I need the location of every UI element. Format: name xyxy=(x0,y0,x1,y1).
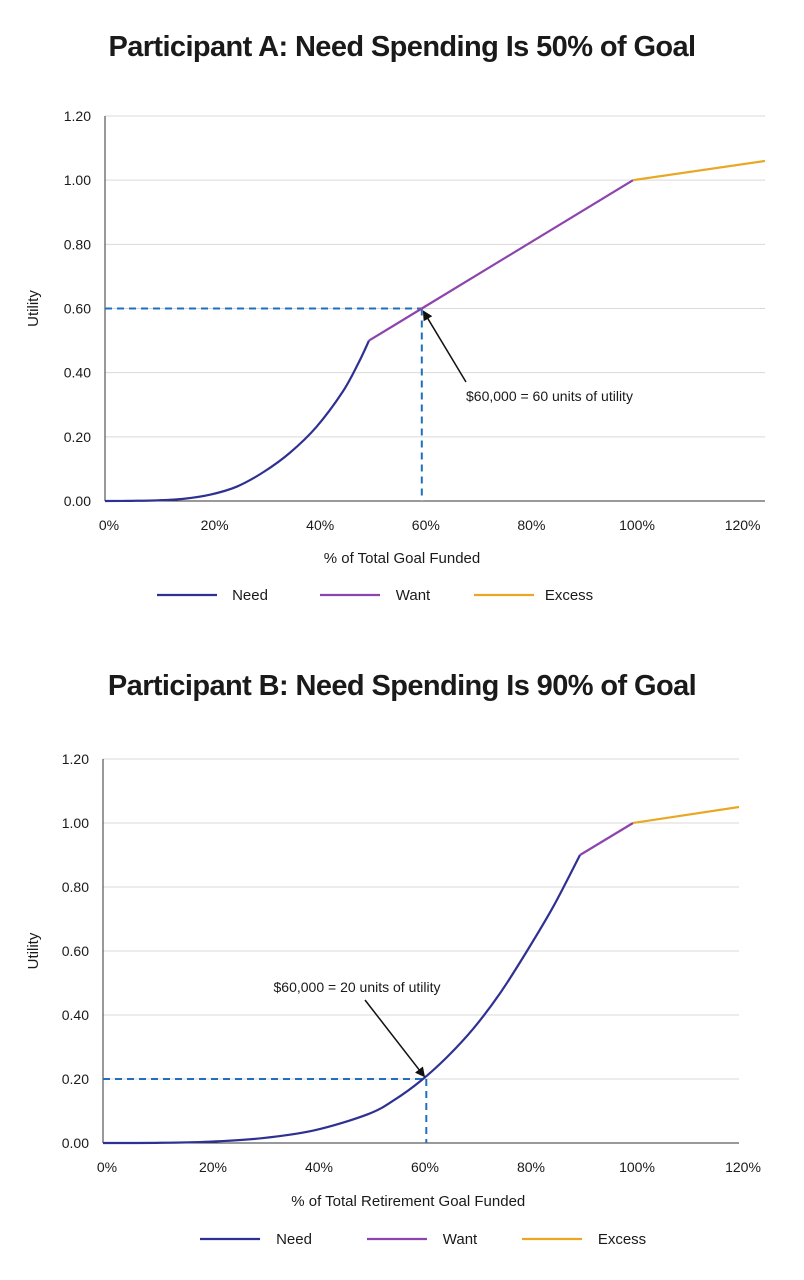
x-tick-label: 20% xyxy=(201,517,229,533)
x-axis-label: % of Total Retirement Goal Funded xyxy=(291,1193,525,1210)
y-tick-label: 0.20 xyxy=(62,1071,89,1087)
y-tick-label: 1.00 xyxy=(62,815,89,831)
series-line-excess xyxy=(632,805,740,825)
annotation-text: $60,000 = 20 units of utility xyxy=(274,979,441,995)
x-tick-label: 20% xyxy=(199,1159,227,1175)
chart-title: Participant A: Need Spending Is 50% of G… xyxy=(108,31,695,63)
x-tick-label: 80% xyxy=(517,517,545,533)
chart-participant-b: Participant B: Need Spending Is 90% of G… xyxy=(25,670,761,1248)
x-tick-label: 120% xyxy=(725,1159,761,1175)
legend-label-want: Want xyxy=(396,587,431,604)
x-axis-label: % of Total Goal Funded xyxy=(324,550,481,567)
y-tick-label: 0.80 xyxy=(64,236,91,252)
y-tick-label: 0.00 xyxy=(64,493,91,509)
x-tick-label: 0% xyxy=(97,1159,117,1175)
x-tick-label: 40% xyxy=(306,517,334,533)
legend-label-want: Want xyxy=(443,1231,478,1248)
y-tick-label: 0.60 xyxy=(62,943,89,959)
y-tick-label: 1.20 xyxy=(64,108,91,124)
x-tick-label: 0% xyxy=(99,517,119,533)
x-tick-label: 100% xyxy=(619,1159,655,1175)
x-tick-label: 40% xyxy=(305,1159,333,1175)
y-tick-label: 1.00 xyxy=(64,172,91,188)
x-tick-label: 80% xyxy=(517,1159,545,1175)
annotation-arrow xyxy=(364,999,426,1078)
y-tick-label: 0.40 xyxy=(64,365,91,381)
series-line-excess xyxy=(632,159,766,182)
chart-participant-a: Participant A: Need Spending Is 50% of G… xyxy=(25,31,766,604)
series-line-want xyxy=(368,179,634,342)
y-tick-label: 0.60 xyxy=(64,301,91,317)
x-tick-label: 60% xyxy=(411,1159,439,1175)
y-axis-label: Utility xyxy=(25,932,42,969)
legend-label-excess: Excess xyxy=(598,1231,646,1248)
y-tick-label: 0.20 xyxy=(64,429,91,445)
series-line-need xyxy=(104,340,370,503)
x-tick-label: 120% xyxy=(725,517,761,533)
y-tick-label: 0.00 xyxy=(62,1135,89,1151)
legend-label-excess: Excess xyxy=(545,587,593,604)
x-tick-label: 60% xyxy=(412,517,440,533)
y-axis-label: Utility xyxy=(25,290,42,327)
y-tick-label: 0.80 xyxy=(62,879,89,895)
y-tick-label: 1.20 xyxy=(62,751,89,767)
x-tick-label: 100% xyxy=(619,517,655,533)
annotation-arrow xyxy=(422,310,467,383)
series-line-need xyxy=(102,854,581,1145)
series-line-want xyxy=(579,822,634,856)
annotation-text: $60,000 = 60 units of utility xyxy=(466,388,633,404)
y-tick-label: 0.40 xyxy=(62,1007,89,1023)
legend-label-need: Need xyxy=(232,587,268,604)
chart-title: Participant B: Need Spending Is 90% of G… xyxy=(108,670,696,702)
legend-label-need: Need xyxy=(276,1231,312,1248)
